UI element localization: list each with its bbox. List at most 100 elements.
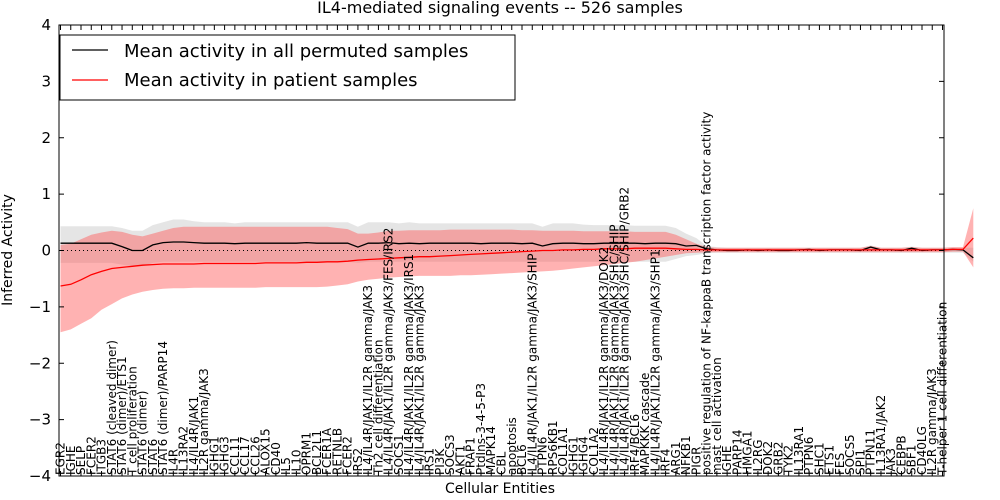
x-tick-label: CBL: [495, 451, 509, 475]
x-tick-label: mast cell activation: [710, 357, 724, 475]
x-tick-label: IL4/IL4R/JAK1: [187, 396, 201, 475]
x-tick-label: IL4/IL4R/JAK1/IL2R gamma/JAK3/SHC/SHIP/G…: [618, 187, 632, 475]
x-tick-label: SOCS3: [443, 434, 457, 475]
x-tick-label: IGHE: [64, 446, 78, 475]
x-tick-label: IL2R gamma/JAK3: [925, 368, 939, 475]
x-tick-label: apoptosis: [505, 417, 519, 475]
legend-box: [59, 34, 516, 101]
x-tick-label: RETNLB: [330, 428, 344, 475]
x-tick-label: IGHG1: [566, 436, 580, 475]
y-axis: −4 −3 −2 −1 0 1 2 3 4: [29, 16, 944, 485]
x-tick-label: T-helper 1 cell differentiation: [936, 302, 950, 476]
x-tick-label: IL4/IL4R/JAK1/IL2R gamma/JAK3/IRS1: [402, 254, 416, 475]
x-tick-label: IL13RA1/JAK2: [874, 395, 888, 475]
x-tick-label: PARP14: [730, 429, 744, 475]
x-tick-label: PIGR: [689, 447, 703, 475]
x-tick-label: IL5: [279, 457, 293, 475]
x-tick-label: FRAP1: [464, 437, 478, 475]
y-tick-label: 3: [41, 72, 51, 90]
x-tick-label: IL4/IL4R/JAK1/IL2R gamma/JAK3/DOK2: [597, 247, 611, 475]
x-tick-label: SOCS1: [392, 434, 406, 475]
y-tick-label: 0: [41, 242, 51, 260]
x-tick-label: IL4/IL4R/JAK1/IL2R gamma/JAK3/FES/IRS2: [382, 228, 396, 475]
x-tick-label: IL4/IL4R/JAK1/IL2R gamma/JAK3: [361, 285, 375, 475]
y-tick-label: −4: [29, 467, 51, 485]
x-tick-label: BCL2L1: [310, 430, 324, 475]
y-tick-label: 1: [41, 185, 51, 203]
y-tick-label: 2: [41, 129, 51, 147]
x-tick-label: T cell proliferation: [125, 366, 139, 476]
x-tick-label: SPI1: [854, 449, 868, 475]
x-tick-label: EGR2: [54, 442, 68, 475]
band-patient: [60, 208, 974, 333]
x-tick-label: IL4/IL4R/JAK1/IL2R gamma/JAK3/SHIP: [525, 254, 539, 475]
x-tick-label: ARG1: [669, 442, 683, 475]
x-tick-label: OPRM1: [300, 432, 314, 475]
x-tick-label: STAT6 (cleaved dimer): [105, 340, 119, 475]
x-axis-label: Cellular Entities: [445, 481, 555, 497]
x-tick-label: PI3K: [433, 448, 447, 475]
x-tick-label: FCER2: [341, 436, 355, 475]
x-tick-label: MAPKKK cascade: [638, 373, 652, 475]
x-tick-label: PTPN6: [536, 437, 550, 475]
x-tick-label: IGHG1: [207, 436, 221, 475]
x-tick-label: IL13RA2: [177, 426, 191, 475]
x-tick-label: STAT6 (dimer)/PARP14: [156, 341, 170, 475]
chart-title: IL4-mediated signaling events -- 526 sam…: [317, 0, 683, 17]
x-tick-label: SBF1: [905, 445, 919, 475]
x-tick-label: IL13RA1: [792, 426, 806, 475]
x-tick-label: IL4/IL4R/JAK1/IL2R gamma/JAK3: [413, 285, 427, 475]
x-tick-label: NFKB1: [679, 435, 693, 475]
x-tick-label: ETS1: [823, 445, 837, 475]
x-tick-label: TYK2: [782, 445, 796, 476]
x-tick-label: CD40: [269, 442, 283, 475]
x-tick-label: JAK3: [884, 448, 898, 476]
x-tick-label: CCL26: [248, 436, 262, 475]
x-tick-label: IL4/IL4R/JAK1/IL2R gamma/JAK3/SHP1: [648, 249, 662, 475]
x-tick-label: AKT1: [454, 445, 468, 475]
x-tick-label: IGHE: [720, 446, 734, 475]
x-tick-label: RPS6KB1: [546, 420, 560, 475]
x-tick-label: FES: [833, 453, 847, 475]
x-tick-label: FCER2: [84, 436, 98, 475]
x-tick-label: IL2R gamma/JAK3: [197, 368, 211, 475]
x-tick-label: SELP: [74, 446, 88, 475]
x-tick-label: CEBPB: [895, 435, 909, 475]
x-tick-label: DOK2: [761, 441, 775, 475]
x-tick-label: CD40LG: [915, 426, 929, 475]
x-tick-label: IRF4: [659, 449, 673, 475]
x-tick-label: ALOX15: [259, 428, 273, 475]
y-tick-label: −1: [29, 298, 51, 316]
x-tick-label: STAT6 (dimer)/ETS1: [115, 356, 129, 475]
series-lines: [60, 237, 974, 287]
x-tick-label: COL1A1: [556, 427, 570, 475]
x-tick-label: COL1A2: [587, 427, 601, 475]
legend-label-permuted: Mean activity in all permuted samples: [124, 41, 468, 62]
x-tick-label: ITGB3: [95, 439, 109, 475]
y-tick-label: −3: [29, 411, 51, 429]
line-patient: [60, 237, 974, 287]
x-tick-label: SOCS5: [843, 434, 857, 475]
legend-label-patient: Mean activity in patient samples: [124, 70, 418, 91]
x-tick-label: SHC1: [812, 442, 826, 475]
legend: Mean activity in all permuted samples Me…: [59, 34, 516, 101]
x-tick-label: MAPK14: [484, 426, 498, 475]
x-tick-label: IGHG3: [218, 436, 232, 475]
x-tick-label: PTPN6: [802, 437, 816, 475]
x-tick-label: FCER1A: [320, 427, 334, 475]
x-tick-label: IRS2: [351, 448, 365, 475]
x-tick-label: IRS1: [423, 448, 437, 475]
x-tick-label: CCL17: [238, 436, 252, 475]
y-axis-label: Inferred Activity: [0, 194, 16, 306]
x-tick-label: HMGA1: [741, 430, 755, 475]
x-tick-label: GRB2: [771, 441, 785, 475]
x-tick-label: positive regulation of NF-kappaB transcr…: [700, 112, 714, 475]
x-tick-label: IRF4/BCL6: [628, 414, 642, 475]
x-tick-label: PTPN11: [864, 429, 878, 475]
x-tick-label: IL4/IL4R/JAK1/IL2R gamma/JAK3/SHC/SHIP: [607, 224, 621, 475]
x-tick-label: Th2 cell differentiation: [371, 340, 385, 477]
y-tick-label: −2: [29, 354, 51, 372]
x-tick-label: IGHG4: [577, 436, 591, 475]
